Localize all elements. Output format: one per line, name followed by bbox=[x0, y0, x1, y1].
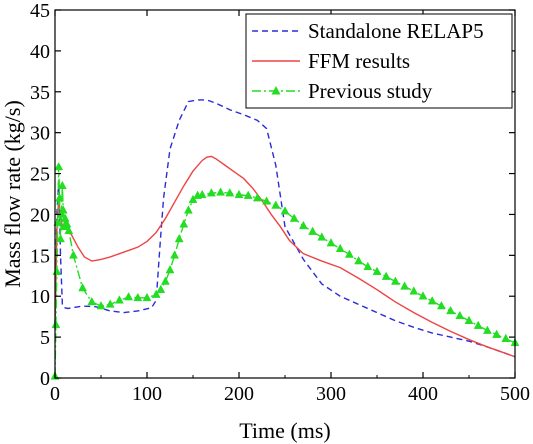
legend-label-1: Standalone RELAP5 bbox=[308, 19, 484, 43]
series-3-point bbox=[96, 301, 106, 310]
series-3-point bbox=[56, 233, 65, 243]
series-3-point bbox=[183, 205, 193, 214]
legend-label-2: FFM results bbox=[308, 49, 410, 73]
series-3-point bbox=[344, 249, 354, 258]
series-3-point bbox=[174, 233, 184, 243]
y-axis-label: Mass flow rate (kg/s) bbox=[0, 100, 25, 288]
x-axis-label: Time (ms) bbox=[239, 418, 330, 443]
series-3-point bbox=[78, 283, 88, 292]
series-3-point bbox=[262, 196, 272, 205]
axes-layer: 0 100 200 300 400 500 0 5 10 15 20 25 30 35 40 45 bbox=[30, 0, 530, 405]
series-3-point bbox=[271, 200, 281, 209]
x-tick-label: 100 bbox=[132, 383, 162, 405]
x-tick-label: 200 bbox=[224, 383, 254, 405]
series-3-point bbox=[335, 243, 345, 253]
series-3-point bbox=[87, 296, 97, 306]
y-tick-label: 40 bbox=[30, 41, 50, 63]
series-3-point bbox=[455, 310, 465, 320]
series-3-point bbox=[206, 188, 216, 197]
x-tick-label: 500 bbox=[500, 383, 530, 405]
series-3-point bbox=[492, 329, 502, 338]
series-3-point bbox=[418, 291, 428, 300]
y-tick-label: 15 bbox=[30, 245, 50, 267]
series-3-point bbox=[446, 305, 456, 315]
y-tick-label: 5 bbox=[40, 327, 50, 349]
series-3-point bbox=[124, 292, 134, 301]
series-3-point bbox=[105, 299, 115, 308]
series-3-point bbox=[298, 220, 308, 230]
series-3-point bbox=[473, 320, 483, 329]
series-3-point bbox=[252, 193, 262, 202]
legend-label-3: Previous study bbox=[308, 79, 433, 103]
x-tick-label: 300 bbox=[316, 383, 346, 405]
series-3-point bbox=[54, 161, 64, 171]
series-3-point bbox=[165, 265, 175, 274]
series-3-point bbox=[62, 219, 72, 228]
series-3-point bbox=[53, 217, 63, 226]
series-3-point bbox=[501, 333, 511, 342]
series-3-point bbox=[197, 189, 207, 199]
series-3-point bbox=[133, 292, 143, 302]
y-tick-label: 45 bbox=[30, 0, 50, 22]
series-3-point bbox=[400, 281, 410, 290]
series-3-point bbox=[234, 189, 244, 199]
series-3-point bbox=[427, 296, 437, 305]
series-3-point bbox=[464, 315, 474, 325]
series-3-point bbox=[216, 187, 226, 196]
y-tick-label: 10 bbox=[30, 286, 50, 308]
series-3-point bbox=[57, 180, 67, 190]
series-3-point bbox=[51, 319, 61, 329]
series-3-point bbox=[317, 232, 327, 241]
y-tick-label: 0 bbox=[40, 368, 50, 390]
series-3-point bbox=[68, 250, 78, 259]
series-3-point bbox=[58, 205, 68, 214]
series-3-point bbox=[409, 286, 419, 295]
series-3-point bbox=[381, 271, 391, 280]
y-tick-label: 30 bbox=[30, 123, 50, 145]
x-tick-label: 0 bbox=[50, 383, 60, 405]
y-tick-label: 25 bbox=[30, 164, 50, 186]
series-3-point bbox=[156, 284, 166, 293]
legend-marker bbox=[271, 86, 281, 95]
series-3-point bbox=[188, 194, 198, 203]
series-3-point bbox=[151, 289, 161, 298]
legend: Standalone RELAP5 FFM results Previous stu… bbox=[245, 13, 513, 109]
series-3-point bbox=[372, 266, 382, 275]
series-3-point bbox=[142, 292, 152, 302]
series-3-point bbox=[57, 209, 66, 218]
series-3-point bbox=[64, 225, 74, 235]
series-3-point bbox=[326, 238, 336, 247]
series-3-point bbox=[225, 188, 235, 197]
y-tick-label: 20 bbox=[30, 204, 50, 226]
y-tick-label: 35 bbox=[30, 82, 50, 104]
series-3-point bbox=[160, 276, 170, 285]
series-3-point bbox=[308, 226, 318, 235]
series-3-point bbox=[170, 250, 180, 259]
series-3-point bbox=[114, 295, 124, 304]
series-line-2 bbox=[54, 155, 516, 358]
series-3-point bbox=[280, 206, 290, 215]
series-3-point bbox=[390, 276, 400, 285]
series-layer bbox=[50, 99, 520, 380]
x-tick-label: 400 bbox=[408, 383, 438, 405]
series-3-point bbox=[55, 193, 65, 202]
series-3-point bbox=[363, 261, 373, 271]
series-3-point bbox=[354, 256, 364, 265]
series-3-point bbox=[436, 301, 446, 310]
series-3-point bbox=[289, 213, 299, 222]
series-line-1 bbox=[54, 99, 516, 358]
series-3-point bbox=[179, 219, 189, 228]
series-3-point bbox=[482, 325, 492, 334]
series-3-point bbox=[243, 190, 253, 199]
